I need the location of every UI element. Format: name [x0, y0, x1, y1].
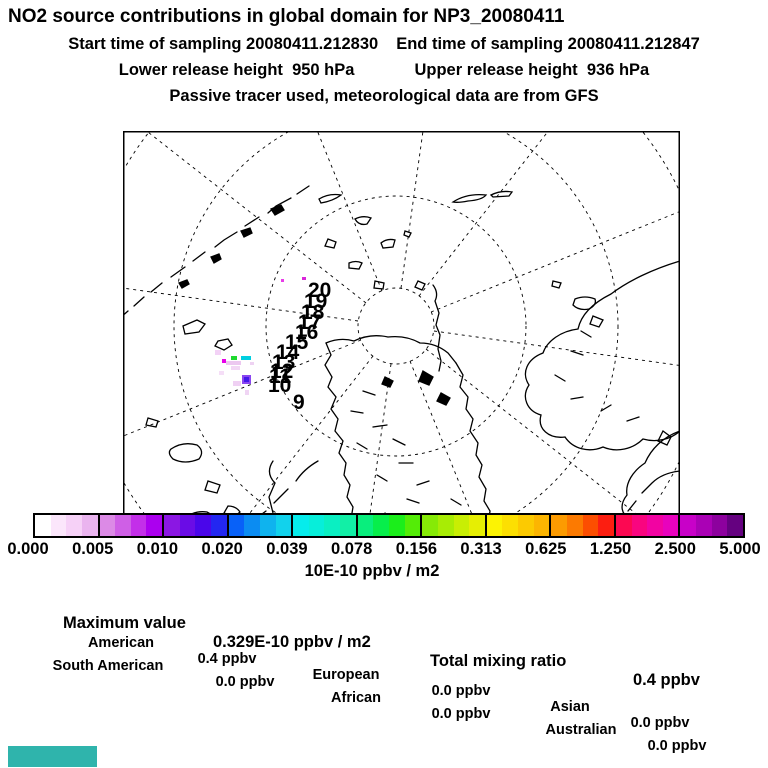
nilu-logo-block — [8, 746, 97, 767]
plume-pixel — [221, 359, 226, 363]
plume-pixel — [218, 371, 224, 375]
colorbar-segment — [357, 515, 423, 536]
plume-pixel — [240, 356, 251, 360]
trajectory-hour-label: 18 — [301, 301, 325, 324]
colorbar-tick-label: 0.010 — [136, 540, 179, 558]
trajectory-hour-label: 19 — [304, 290, 327, 313]
colorbar-segment — [422, 515, 487, 536]
colorbar-tick-label: 2.500 — [654, 540, 696, 558]
colorbar-segment — [615, 515, 681, 536]
colorbar-tick-label: 0.625 — [525, 540, 567, 558]
colorbar-units: 10E-10 ppbv / m2 — [304, 562, 440, 580]
colorbar-tick-label: 0.039 — [266, 540, 308, 558]
source-name: South American — [52, 658, 164, 674]
colorbar-tick-label: 1.250 — [589, 540, 632, 558]
colorbar-tick-label: 0.000 — [7, 540, 49, 558]
trajectory-hour-label: 13 — [272, 351, 295, 374]
trajectory-hour-label: 16 — [295, 321, 318, 344]
colorbar-tick-label: 0.313 — [460, 540, 502, 558]
max-value-number: 0.329E-10 ppbv / m2 — [213, 633, 371, 651]
source-value: 0.0 ppbv — [630, 715, 690, 731]
sampling-times-line: Start time of sampling 20080411.212830 E… — [0, 35, 768, 54]
trajectory-hour-label: 17 — [298, 311, 321, 334]
source-value: 0.0 ppbv — [647, 738, 707, 754]
source-name: Australian — [545, 722, 617, 738]
colorbar-tick-label: 0.005 — [72, 540, 114, 558]
plume-pixel — [249, 362, 254, 365]
colorbar-segment — [228, 515, 294, 536]
plume-pixel — [225, 361, 241, 365]
colorbar-tick-label: 5.000 — [719, 540, 761, 558]
arctic-map-panel: 20 19 18 17 16 15 14 13 12 11 10 9 — [105, 113, 680, 520]
end-time-text: End time of sampling 20080411.212847 — [396, 35, 700, 53]
plume-pixel — [280, 279, 284, 282]
trajectory-hour-label: 12 — [270, 360, 293, 383]
plume-pixel — [232, 381, 241, 386]
colorbar-tick-label: 0.078 — [330, 540, 373, 558]
coastlines — [123, 185, 679, 519]
trajectory-hour-label: 9 — [293, 391, 305, 414]
source-value: 0.4 ppbv — [197, 651, 257, 667]
colorbar-tick-labels: 0.000 0.005 0.010 0.020 0.039 0.078 0.156 0.313… — [0, 540, 768, 560]
colorbar-segment — [486, 515, 552, 536]
plume-pixel — [244, 390, 249, 395]
colorbar-segment — [35, 515, 100, 536]
colorbar-segment — [680, 515, 744, 536]
plume-pixel — [230, 366, 240, 370]
release-heights-line: Lower release height 950 hPa Upper relea… — [0, 61, 768, 80]
source-value: 0.0 ppbv — [215, 674, 275, 690]
start-time-text: Start time of sampling 20080411.212830 — [68, 35, 379, 53]
source-row-2: South American 0.0 ppbv African 0.0 ppbv… — [0, 642, 768, 754]
max-value-line: Maximum value 0.329E-10 ppbv / m2 Total … — [0, 595, 768, 689]
colorbar-segment — [164, 515, 229, 536]
tracer-note-line: Passive tracer used, meteorological data… — [0, 87, 768, 106]
plume-pixel — [243, 377, 249, 382]
source-name: African — [331, 690, 381, 706]
colorbar-segment — [99, 515, 165, 536]
colorbar-tick-label: 0.156 — [395, 540, 438, 558]
plume-pixel — [301, 277, 306, 280]
colorbar-segment — [293, 515, 358, 536]
graticule — [123, 132, 679, 519]
tracer-note-text: Passive tracer used, meteorological data… — [169, 87, 599, 105]
plume-pixel — [214, 350, 221, 355]
source-value: 0.0 ppbv — [431, 683, 491, 699]
upper-release-text: Upper release height 936 hPa — [414, 61, 650, 79]
source-name: American — [87, 635, 155, 651]
colorbar-tick-label: 0.020 — [201, 540, 243, 558]
colorbar — [33, 513, 745, 538]
lower-release-text: Lower release height 950 hPa — [118, 61, 355, 79]
plot-title: NO2 source contributions in global domai… — [8, 6, 565, 27]
source-name: Asian — [550, 699, 590, 715]
source-name: European — [312, 667, 380, 683]
max-value-label: Maximum value — [63, 614, 186, 632]
source-row-1: American 0.4 ppbv European 0.0 ppbv Asia… — [0, 619, 768, 731]
trajectory-hour-label: 15 — [285, 331, 309, 354]
total-mixing-ratio-label: Total mixing ratio — [430, 652, 567, 670]
colorbar-segment — [551, 515, 616, 536]
total-mixing-ratio-value: 0.4 ppbv — [633, 671, 700, 689]
plume-pixel — [230, 356, 237, 360]
source-value: 0.0 ppbv — [431, 706, 491, 722]
trajectory-hour-label: 14 — [276, 341, 300, 364]
trajectory-hour-label: 11 — [269, 365, 292, 388]
trajectory-hour-label: 20 — [308, 279, 331, 302]
trajectory-hour-label: 10 — [268, 374, 291, 397]
